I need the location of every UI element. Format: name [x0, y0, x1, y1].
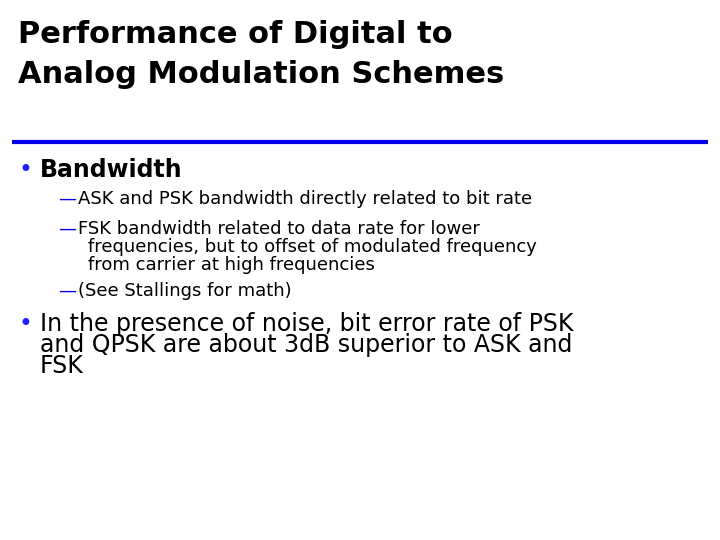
Text: FSK: FSK — [40, 354, 84, 378]
Text: Bandwidth: Bandwidth — [40, 158, 183, 182]
Text: from carrier at high frequencies: from carrier at high frequencies — [88, 256, 375, 274]
Text: •: • — [18, 312, 32, 336]
Text: and QPSK are about 3dB superior to ASK and: and QPSK are about 3dB superior to ASK a… — [40, 333, 572, 357]
Text: Performance of Digital to: Performance of Digital to — [18, 20, 453, 49]
Text: —: — — [58, 220, 76, 238]
Text: Analog Modulation Schemes: Analog Modulation Schemes — [18, 60, 504, 89]
Text: —: — — [58, 282, 76, 300]
Text: In the presence of noise, bit error rate of PSK: In the presence of noise, bit error rate… — [40, 312, 574, 336]
Text: (See Stallings for math): (See Stallings for math) — [78, 282, 292, 300]
Text: ASK and PSK bandwidth directly related to bit rate: ASK and PSK bandwidth directly related t… — [78, 190, 532, 208]
Text: •: • — [18, 158, 32, 182]
Text: —: — — [58, 190, 76, 208]
Text: frequencies, but to offset of modulated frequency: frequencies, but to offset of modulated … — [88, 238, 537, 256]
Text: FSK bandwidth related to data rate for lower: FSK bandwidth related to data rate for l… — [78, 220, 480, 238]
